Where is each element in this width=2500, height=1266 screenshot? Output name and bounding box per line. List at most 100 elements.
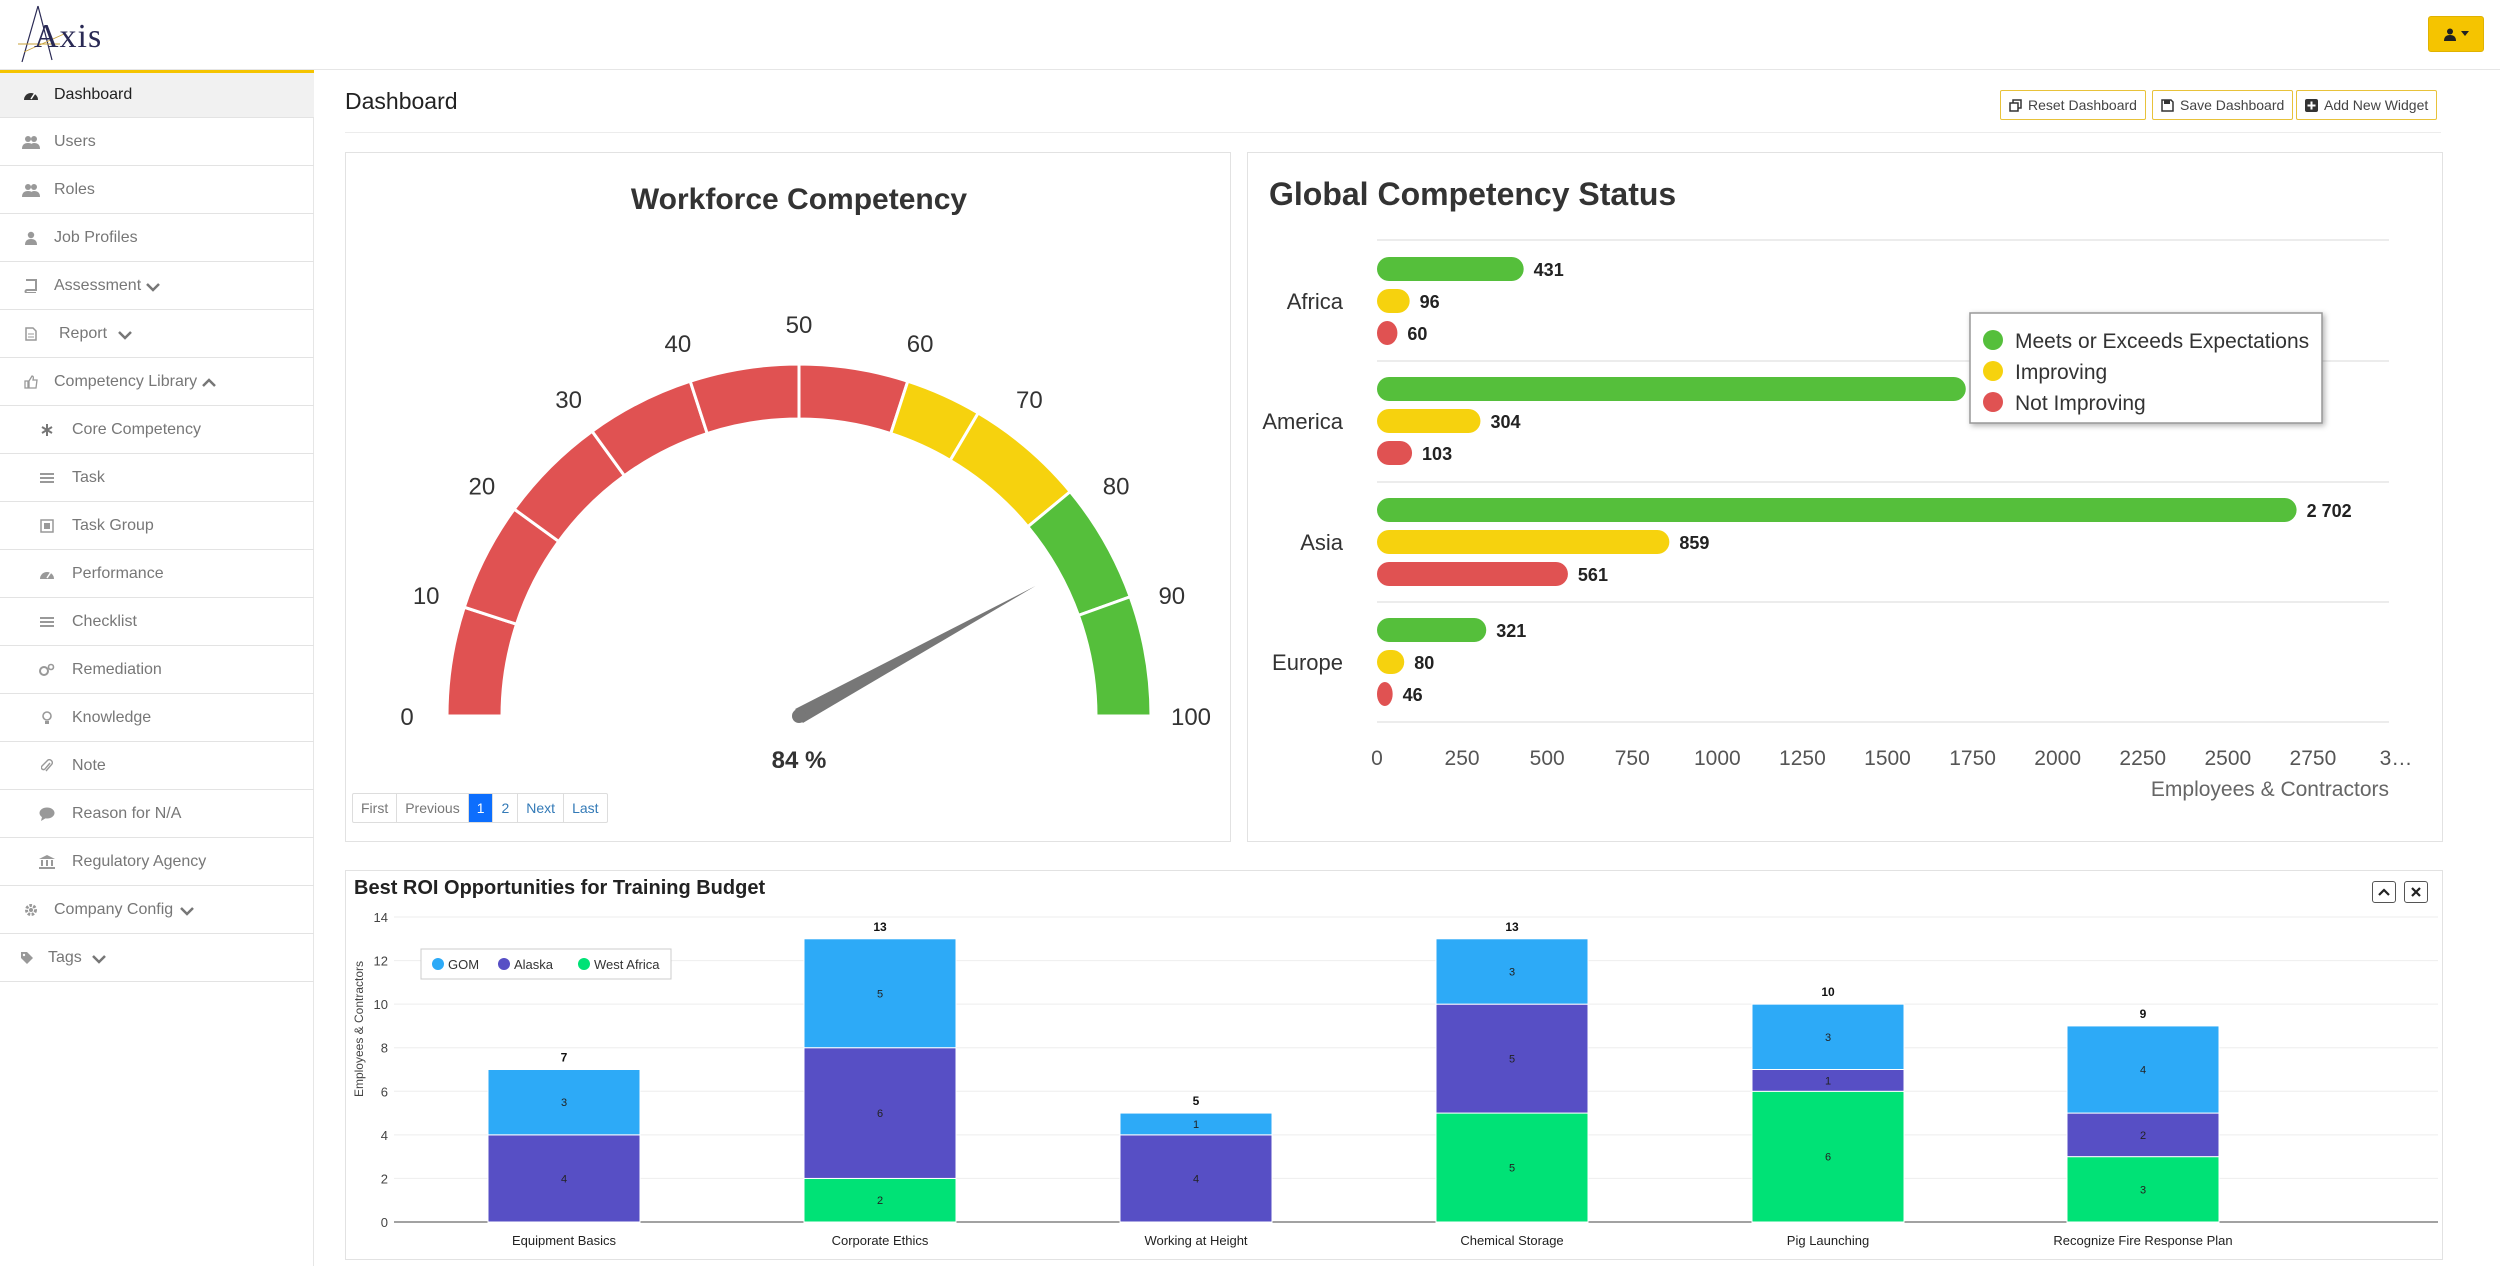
bar-segment[interactable] <box>1751 1090 1905 1223</box>
sidebar-item-label: Dashboard <box>54 86 133 103</box>
bar[interactable] <box>1377 682 1393 706</box>
sidebar-item-reason-for-na[interactable]: Reason for N/A <box>0 790 314 838</box>
x-tick-label: 500 <box>1530 747 1565 770</box>
segment-label: 1 <box>1193 1119 1199 1131</box>
bar[interactable] <box>1377 409 1481 433</box>
segment-label: 3 <box>1825 1032 1831 1044</box>
user-menu-button[interactable] <box>2428 16 2484 52</box>
x-tick-label: 1250 <box>1779 747 1826 770</box>
category-label: Europe <box>1272 650 1343 675</box>
pager-page-1[interactable]: 1 <box>468 794 494 822</box>
sidebar-item-company-config[interactable]: Company Config <box>0 886 314 934</box>
roi-panel-title: Best ROI Opportunities for Training Budg… <box>354 877 766 899</box>
bar-segment[interactable] <box>803 1047 957 1179</box>
bar[interactable] <box>1377 257 1524 281</box>
gauge-value-label: 84 % <box>772 747 827 774</box>
category-label: Asia <box>1300 530 1344 555</box>
bar-segment[interactable] <box>1119 1134 1273 1223</box>
reset-dashboard-button[interactable]: Reset Dashboard <box>2000 90 2146 120</box>
sidebar: Dashboard Users Roles Job Profiles Asses… <box>0 70 314 1266</box>
category-label: Recognize Fire Response Plan <box>2053 1233 2232 1248</box>
category-label: Working at Height <box>1144 1233 1247 1248</box>
bar[interactable] <box>1377 441 1413 465</box>
add-new-widget-button[interactable]: Add New Widget <box>2296 90 2438 120</box>
cogs-icon <box>38 661 56 679</box>
sidebar-item-label: Roles <box>54 180 95 198</box>
sidebar-item-label: Task <box>72 468 105 486</box>
sidebar-item-label: Users <box>54 132 96 150</box>
legend-label[interactable]: Alaska <box>514 957 554 972</box>
segment-label: 2 <box>877 1195 883 1207</box>
reset-dashboard-label: Reset Dashboard <box>2028 97 2137 113</box>
segment-label: 6 <box>877 1108 883 1120</box>
bar[interactable] <box>1377 498 2297 522</box>
sidebar-item-task[interactable]: Task <box>0 454 314 502</box>
bar-segment[interactable] <box>1435 1003 1589 1114</box>
bar-segment[interactable] <box>487 1069 641 1136</box>
sidebar-item-dashboard[interactable]: Dashboard <box>0 70 314 118</box>
bar[interactable] <box>1377 618 1487 642</box>
close-panel-button[interactable] <box>2404 881 2428 903</box>
legend-label[interactable]: Improving <box>2015 361 2107 384</box>
sidebar-item-users[interactable]: Users <box>0 118 314 166</box>
bar-segment[interactable] <box>1119 1112 1273 1136</box>
sidebar-item-tags[interactable]: Tags <box>0 934 314 982</box>
pager-page-2[interactable]: 2 <box>493 794 519 822</box>
bar-segment[interactable] <box>803 938 957 1049</box>
sidebar-item-label: Company Config <box>54 900 174 918</box>
save-dashboard-button[interactable]: Save Dashboard <box>2152 90 2294 120</box>
pager-first[interactable]: First <box>353 794 398 822</box>
asterisk-icon <box>38 421 56 439</box>
bar-segment[interactable] <box>2066 1025 2220 1114</box>
category-label: Equipment Basics <box>512 1233 617 1248</box>
bar[interactable] <box>1377 321 1398 345</box>
sidebar-item-performance[interactable]: Performance <box>0 550 314 598</box>
segment-label: 2 <box>2140 1130 2146 1142</box>
save-dashboard-label: Save Dashboard <box>2180 97 2285 113</box>
legend-marker <box>498 958 510 970</box>
bar-segment[interactable] <box>1751 1003 1905 1070</box>
sidebar-item-competency-library[interactable]: Competency Library <box>0 358 314 406</box>
gauge-title: Workforce Competency <box>631 183 968 216</box>
axis-logo[interactable] <box>14 4 88 64</box>
segment-label: 4 <box>1193 1173 1199 1185</box>
bar[interactable] <box>1377 650 1405 674</box>
bar-segment[interactable] <box>1435 938 1589 1005</box>
sidebar-item-assessment[interactable]: Assessment <box>0 262 314 310</box>
collapse-panel-button[interactable] <box>2372 881 2396 903</box>
sidebar-item-job-profiles[interactable]: Job Profiles <box>0 214 314 262</box>
bar[interactable] <box>1377 289 1410 313</box>
bar[interactable] <box>1377 562 1568 586</box>
bar-segment[interactable] <box>1435 1112 1589 1223</box>
sidebar-item-checklist[interactable]: Checklist <box>0 598 314 646</box>
sidebar-item-regulatory-agency[interactable]: Regulatory Agency <box>0 838 314 886</box>
sidebar-item-remediation[interactable]: Remediation <box>0 646 314 694</box>
roi-legend: GOM Alaska West Africa <box>420 948 672 980</box>
legend-label[interactable]: Not Improving <box>2015 392 2146 415</box>
bar-segment[interactable] <box>2066 1112 2220 1158</box>
sidebar-item-note[interactable]: Note <box>0 742 314 790</box>
gauge-pivot <box>792 709 806 723</box>
legend-label[interactable]: GOM <box>448 957 479 972</box>
gauge-tick-label: 30 <box>555 387 582 414</box>
gauge-tick-label: 20 <box>469 474 496 501</box>
category-label: Corporate Ethics <box>832 1233 929 1248</box>
bar-segment[interactable] <box>803 1177 957 1223</box>
pager-next[interactable]: Next <box>518 794 565 822</box>
sidebar-item-report[interactable]: Report <box>0 310 314 358</box>
legend-label[interactable]: Meets or Exceeds Expectations <box>2015 330 2309 353</box>
legend-label[interactable]: West Africa <box>594 957 660 972</box>
gauge-band-segment <box>1076 594 1153 718</box>
bar-segment[interactable] <box>2066 1156 2220 1223</box>
x-tick-label: 1000 <box>1694 747 1741 770</box>
pager-last[interactable]: Last <box>572 800 599 816</box>
sidebar-item-task-group[interactable]: Task Group <box>0 502 314 550</box>
gauge-tick-label: 60 <box>907 331 934 358</box>
sidebar-item-roles[interactable]: Roles <box>0 166 314 214</box>
bar[interactable] <box>1377 530 1670 554</box>
sidebar-item-knowledge[interactable]: Knowledge <box>0 694 314 742</box>
bar[interactable] <box>1377 377 1966 401</box>
sidebar-item-core-competency[interactable]: Core Competency <box>0 406 314 454</box>
bar-segment[interactable] <box>487 1134 641 1223</box>
pager-previous[interactable]: Previous <box>397 794 469 822</box>
